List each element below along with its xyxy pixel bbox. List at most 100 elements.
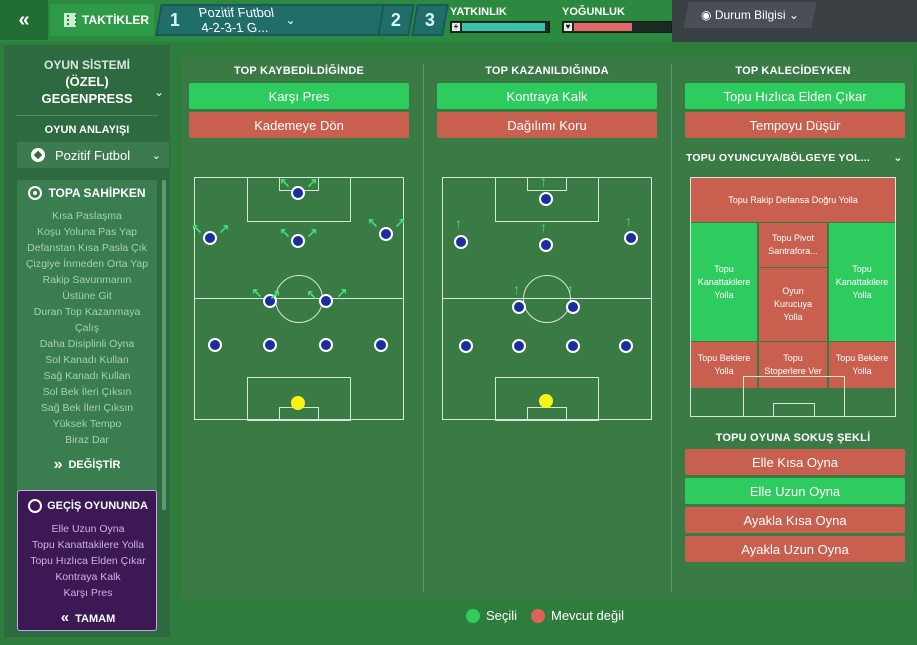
top-bar: « TAKTİKLER 1 Pozitif Futbol 4-2-3-1 G..… bbox=[0, 0, 917, 42]
player-marker bbox=[319, 294, 333, 308]
in-possession-panel: TOPA SAHİPKEN Kısa Paslaşma Koşu Yoluna P… bbox=[17, 180, 157, 507]
list-item: Yüksek Tempo bbox=[52, 418, 122, 430]
list-item: Sağ Bek İleri Çıksın bbox=[40, 402, 134, 414]
player-marker bbox=[291, 234, 305, 248]
system-label: OYUN SİSTEMİ bbox=[43, 58, 130, 72]
sidebar: OYUN SİSTEMİ (ÖZEL) GEGENPRESS ⌄ OYUN AN… bbox=[4, 45, 170, 637]
movement-arrow-icon: ↑ bbox=[455, 215, 462, 231]
zone-left-back[interactable]: Topu Beklere Yolla bbox=[691, 342, 757, 388]
column-divider bbox=[423, 64, 424, 592]
player-marker bbox=[619, 339, 633, 353]
list-item: Sol Kanadı Kullan bbox=[45, 354, 129, 366]
player-marker bbox=[454, 235, 468, 249]
heart-icon: ♥ bbox=[564, 22, 572, 31]
intensity-fill bbox=[574, 23, 632, 31]
zone-playmaker[interactable]: Oyun Kurucuya Yolla bbox=[759, 268, 827, 341]
intensity-label: YOĞUNLUK bbox=[562, 6, 625, 18]
ok-button[interactable]: TAMAM bbox=[18, 609, 158, 626]
chevron-down-icon: ⌄ bbox=[151, 149, 161, 162]
sidebar-scroll-thumb[interactable] bbox=[162, 180, 166, 510]
zone-right-back[interactable]: Topu Beklere Yolla bbox=[829, 342, 895, 388]
goal-box bbox=[773, 403, 815, 417]
list-item: Defanstan Kısa Pasla Çık bbox=[27, 242, 147, 254]
movement-arrow-icon: ↖ bbox=[279, 225, 291, 241]
list-item: Karşı Pres bbox=[63, 587, 113, 599]
intensity-meter[interactable]: ♥ bbox=[562, 21, 672, 33]
movement-arrow-icon: ↖ bbox=[251, 285, 263, 301]
player-marker bbox=[263, 294, 277, 308]
player-marker bbox=[379, 227, 393, 241]
in-possession-list: Kısa Paslaşma Koşu Yoluna Pas Yap Defansta… bbox=[17, 208, 157, 448]
system-name-line1[interactable]: (ÖZEL) bbox=[65, 74, 109, 89]
mentality-value: Pozitif Futbol bbox=[55, 147, 131, 163]
player-marker bbox=[374, 338, 388, 352]
option-kick-long[interactable]: Ayakla Uzun Oyna bbox=[685, 536, 905, 562]
chevron-down-icon: ⌄ bbox=[788, 8, 799, 22]
zone-opposition-defence[interactable]: Topu Rakip Defansa Doğru Yolla bbox=[691, 178, 895, 222]
change-button[interactable]: DEĞİŞTİR bbox=[17, 456, 157, 474]
sidebar-scrollbar[interactable] bbox=[162, 180, 166, 510]
tactic-slot-2[interactable]: 2 bbox=[377, 4, 415, 36]
player-marker bbox=[208, 338, 222, 352]
option-counter-attack[interactable]: Kontraya Kalk bbox=[437, 83, 657, 109]
option-counter-press[interactable]: Karşı Pres bbox=[189, 83, 409, 109]
mentality-dropdown[interactable]: Pozitif Futbol ⌄ bbox=[17, 142, 169, 168]
option-roll-short[interactable]: Elle Kısa Oyna bbox=[685, 449, 905, 475]
zone-left-wing[interactable]: Topu Kanattakilere Yolla bbox=[691, 223, 757, 341]
distribution-pitch bbox=[690, 177, 896, 417]
movement-arrow-icon: ↖ bbox=[191, 221, 203, 237]
tactics-tab-label: TAKTİKLER bbox=[82, 13, 150, 27]
tactic-name-dropdown[interactable]: Pozitif Futbol 4-2-3-1 G... ⌄ bbox=[187, 4, 383, 36]
penalty-box bbox=[743, 376, 845, 417]
divider bbox=[16, 115, 158, 116]
status-info-label: Durum Bilgisi bbox=[714, 8, 786, 22]
list-item: Koşu Yoluna Pas Yap bbox=[36, 226, 138, 238]
movement-arrow-icon: ↗ bbox=[218, 221, 230, 237]
zone-centre-backs[interactable]: Topu Stoperlere Ver bbox=[759, 342, 827, 388]
distribution-title[interactable]: TOPU OYUNCUYA/BÖLGEYE YOL... bbox=[686, 152, 870, 164]
player-marker bbox=[566, 339, 580, 353]
chevron-down-icon[interactable]: ⌄ bbox=[154, 85, 165, 99]
movement-arrow-icon: ↑ bbox=[540, 219, 547, 235]
eye-icon: ◉ bbox=[701, 8, 715, 22]
tactics-tab[interactable]: TAKTİKLER bbox=[50, 4, 154, 36]
list-item: Çizgiye İnmeden Orta Yap bbox=[25, 258, 149, 270]
movement-arrow-icon: ↑ bbox=[567, 281, 574, 297]
lost-section-title: TOP KAYBEDİLDİĞİNDE bbox=[233, 65, 365, 77]
option-distribute-quickly[interactable]: Topu Hızlıca Elden Çıkar bbox=[685, 83, 905, 109]
tactic-slot-3[interactable]: 3 bbox=[411, 4, 449, 36]
centre-circle bbox=[523, 275, 571, 323]
status-info-button[interactable]: ◉ Durum Bilgisi ⌄ bbox=[683, 2, 817, 28]
zone-right-wing[interactable]: Topu Kanattakilere Yolla bbox=[829, 223, 895, 341]
transition-icon bbox=[28, 499, 43, 513]
list-item: Sol Bek İleri Çıksın bbox=[42, 386, 132, 398]
player-marker bbox=[539, 192, 553, 206]
legend-unavailable: Mevcut değil bbox=[531, 608, 624, 623]
option-throw-long[interactable]: Elle Uzun Oyna bbox=[685, 478, 905, 504]
option-slow-pace[interactable]: Tempoyu Düşür bbox=[685, 112, 905, 138]
column-divider bbox=[671, 64, 672, 592]
plus-icon: + bbox=[452, 22, 460, 31]
player-marker bbox=[512, 300, 526, 314]
chevron-down-icon[interactable]: ⌄ bbox=[893, 152, 903, 164]
player-marker bbox=[512, 339, 526, 353]
familiarity-meter[interactable]: + bbox=[450, 21, 550, 33]
zone-target-forward[interactable]: Topu Pivot Santrafora... bbox=[759, 223, 827, 267]
back-button[interactable]: « bbox=[0, 0, 48, 40]
list-item: Topu Kanattakilere Yolla bbox=[31, 539, 145, 551]
player-marker bbox=[291, 186, 305, 200]
player-marker bbox=[566, 300, 580, 314]
gk-section-title: TOP KALECİDEYKEN bbox=[735, 65, 851, 77]
movement-arrow-icon: ↖ bbox=[367, 215, 379, 231]
system-name-line2[interactable]: GEGENPRESS bbox=[41, 91, 133, 106]
list-item: Sağ Kanadı Kullan bbox=[43, 370, 131, 382]
list-item: Rakip Savunmanın bbox=[42, 274, 132, 286]
movement-arrow-icon: ↑ bbox=[540, 173, 547, 189]
movement-arrow-icon: ↖ bbox=[306, 287, 318, 303]
option-regroup[interactable]: Kademeye Dön bbox=[189, 112, 409, 138]
familiarity-label: YATKINLIK bbox=[450, 6, 507, 18]
option-hold-shape[interactable]: Dağılımı Koru bbox=[437, 112, 657, 138]
pitch-diagram-lost bbox=[194, 177, 404, 421]
movement-arrow-icon: ↗ bbox=[306, 225, 318, 241]
option-kick-short[interactable]: Ayakla Kısa Oyna bbox=[685, 507, 905, 533]
